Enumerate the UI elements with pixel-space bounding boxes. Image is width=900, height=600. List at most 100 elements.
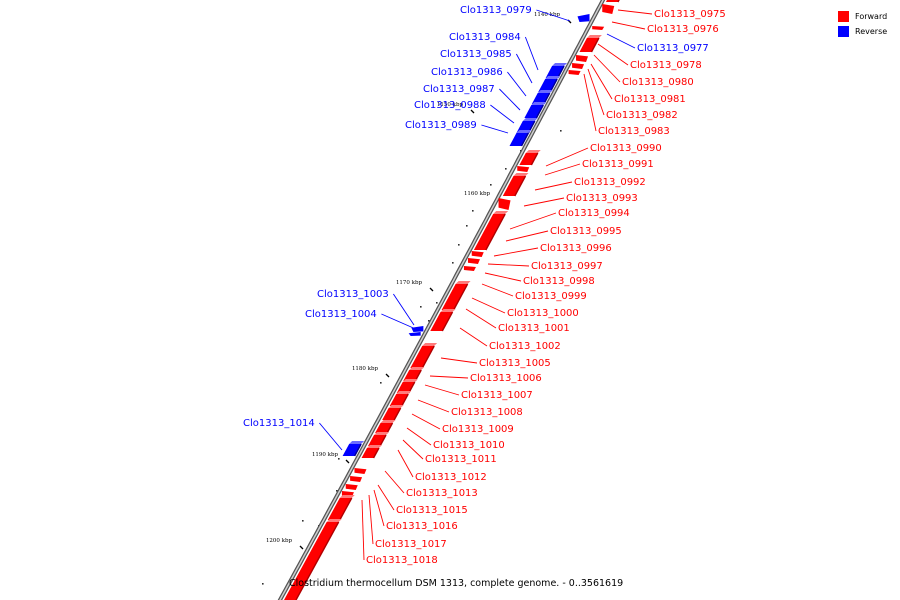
forward-gene-body (389, 394, 409, 406)
forward-gene-top (326, 519, 342, 522)
backbone-highlight (279, 0, 604, 600)
forward-gene-label: Clo1313_1013 (406, 488, 478, 499)
minor-tick (262, 583, 264, 585)
reverse-gene-label-group: Clo1313_0988 (414, 100, 515, 124)
forward-leader-line (534, 181, 573, 191)
forward-leader-line (597, 43, 629, 66)
reverse-gene-label-group: Clo1313_0987 (423, 84, 521, 111)
genome-caption: Clostridium thermocellum DSM 1313, compl… (289, 578, 624, 589)
minor-tick (505, 168, 507, 170)
forward-gene-feature (602, 4, 615, 14)
reverse-gene-top (545, 76, 561, 79)
reverse-leader-line (524, 36, 539, 71)
tick-mark (345, 459, 350, 464)
forward-gene-edge (393, 407, 402, 421)
forward-gene-label: Clo1313_1000 (507, 308, 579, 319)
forward-leader-line (465, 308, 497, 329)
reverse-gene-feature (509, 130, 532, 147)
forward-gene-feature (498, 198, 511, 210)
reverse-gene-top (552, 63, 568, 66)
forward-gene-feature (572, 63, 585, 69)
forward-gene-label: Clo1313_1012 (415, 472, 487, 483)
forward-gene-feature (403, 367, 425, 382)
reverse-gene-label: Clo1313_0986 (431, 67, 503, 78)
forward-gene-edge (590, 37, 600, 53)
forward-gene-arrow (350, 476, 363, 482)
forward-gene-arrow (471, 251, 484, 257)
reverse-gene-label-group: Clo1313_0979 (460, 5, 571, 22)
forward-gene-body (382, 408, 401, 420)
forward-swatch (838, 10, 849, 22)
forward-gene-arrow (517, 166, 530, 172)
reverse-swatch (838, 25, 849, 37)
forward-gene-label: Clo1313_0991 (582, 159, 654, 170)
forward-leader-line (487, 263, 530, 267)
forward-leader-line (402, 439, 424, 460)
forward-leader-line (484, 272, 522, 282)
forward-gene-label: Clo1313_1008 (451, 407, 523, 418)
forward-gene-edge (386, 422, 394, 434)
forward-gene-label: Clo1313_1015 (396, 505, 468, 516)
forward-gene-label: Clo1313_1018 (366, 555, 438, 566)
reverse-leader-line (536, 9, 571, 22)
forward-gene-arrow (602, 4, 615, 14)
forward-gene-label-group: Clo1313_1010 (406, 427, 505, 451)
forward-gene-body (327, 498, 352, 520)
forward-gene-edge (452, 283, 469, 311)
forward-gene-edge (441, 311, 454, 332)
reverse-gene-edge (520, 132, 530, 147)
forward-gene-edge (295, 521, 340, 600)
reverse-gene-top (516, 130, 532, 133)
forward-gene-body (519, 153, 538, 165)
forward-gene-feature (389, 391, 412, 407)
reverse-gene-label: Clo1313_0987 (423, 84, 495, 95)
forward-gene-arrow (576, 55, 589, 62)
tick-mark (429, 287, 434, 292)
forward-gene-edge (514, 175, 527, 197)
forward-leader-line (590, 63, 613, 100)
tick-label: 1200 kbp (266, 538, 293, 544)
reverse-gene-label-group: Clo1313_0989 (405, 120, 509, 134)
forward-gene-label: Clo1313_0995 (550, 226, 622, 237)
forward-gene-feature (284, 519, 342, 600)
tick-mark (470, 109, 475, 114)
forward-gene-label: Clo1313_0976 (647, 24, 719, 35)
legend-label-reverse: Reverse (855, 26, 888, 36)
forward-leader-line (617, 9, 653, 15)
forward-gene-feature (375, 420, 396, 434)
forward-gene-edge (485, 213, 506, 251)
forward-gene-feature (605, 0, 620, 3)
forward-gene-top (440, 309, 456, 312)
forward-leader-line (384, 470, 405, 494)
forward-gene-feature (473, 211, 509, 251)
forward-gene-edge (421, 345, 435, 369)
forward-leader-line (440, 357, 478, 364)
legend-item-forward: Forward (838, 9, 887, 23)
forward-gene-label-group: Clo1313_0982 (587, 68, 678, 121)
forward-gene-feature (368, 432, 390, 447)
forward-leader-line (611, 21, 646, 30)
minor-tick (302, 520, 304, 522)
reverse-leader-line (490, 104, 515, 124)
forward-gene-top (409, 367, 425, 370)
forward-gene-top (388, 405, 404, 408)
tick-label: 1160 kbp (464, 191, 491, 197)
forward-gene-arrow (463, 266, 476, 271)
reverse-gene-arrow (411, 326, 424, 332)
forward-gene-body (430, 312, 453, 331)
forward-gene-feature (354, 468, 367, 474)
forward-gene-label: Clo1313_1006 (470, 373, 542, 384)
reverse-gene-label: Clo1313_1003 (317, 289, 389, 300)
forward-leader-line (583, 73, 597, 132)
forward-gene-label-group: Clo1313_1002 (459, 327, 561, 352)
minor-tick (380, 382, 382, 384)
reverse-gene-arrow (577, 14, 590, 22)
reverse-leader-line (481, 124, 509, 134)
forward-gene-label-group: Clo1313_1016 (373, 489, 458, 532)
forward-gene-top (339, 495, 355, 498)
reverse-gene-feature (538, 76, 561, 93)
reverse-gene-body (545, 66, 565, 78)
forward-gene-feature (502, 173, 529, 197)
forward-gene-label-group: Clo1313_1001 (465, 308, 570, 334)
